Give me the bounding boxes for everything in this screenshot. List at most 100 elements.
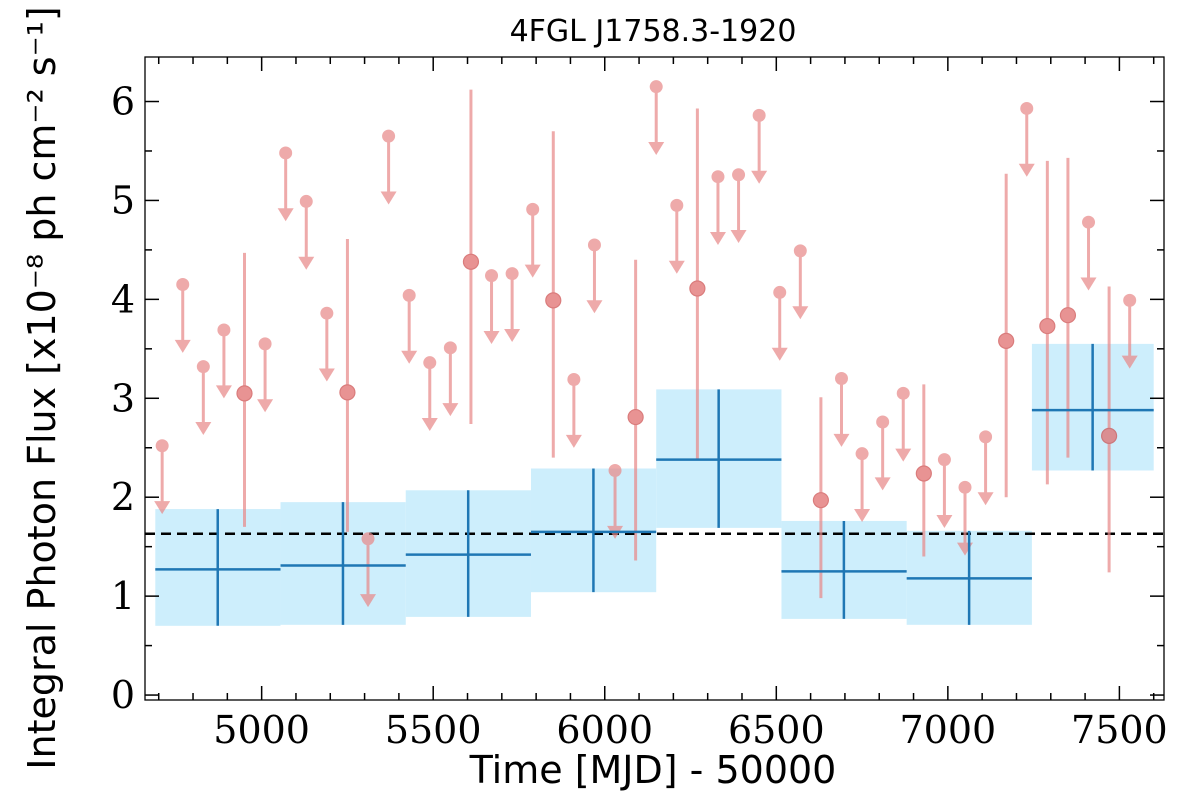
upper-limit-arrowhead [709, 232, 726, 246]
upper-limit-arrowhead [318, 368, 335, 382]
detection-point [462, 253, 480, 270]
upper-limit-point [732, 168, 746, 182]
x-tick-label: 7500 [1071, 708, 1168, 752]
monthly-points [154, 80, 1138, 608]
upper-limit-point [1082, 215, 1096, 229]
upper-limit-arrowhead [401, 350, 418, 364]
upper-limit-marker [215, 323, 232, 399]
yearly-bin-cross [781, 520, 907, 619]
upper-limit-point [423, 356, 437, 370]
upper-limit-point [1020, 101, 1034, 115]
upper-limit-marker [895, 386, 912, 462]
upper-limit-arrowhead [565, 434, 582, 448]
x-tick-label: 6000 [556, 708, 653, 752]
upper-limit-marker [504, 267, 521, 342]
upper-limit-arrowhead [277, 208, 294, 222]
yearly-bin-cross [656, 389, 782, 528]
upper-limit-arrowhead [174, 339, 191, 353]
detection-point [236, 385, 253, 402]
upper-limit-point [608, 463, 622, 477]
detection-marker [545, 131, 562, 458]
upper-limit-arrowhead [195, 421, 212, 435]
upper-limit-point [155, 439, 169, 453]
upper-limit-arrowhead [442, 403, 459, 417]
yearly-bin-cross [906, 530, 1032, 625]
upper-limit-arrowhead [1121, 355, 1138, 369]
detection-point [339, 384, 356, 401]
detection-marker [812, 397, 830, 599]
upper-limit-point [443, 341, 457, 355]
upper-limit-arrowhead [751, 170, 768, 184]
y-tick-label: 4 [111, 277, 135, 321]
x-tick-label: 5000 [213, 708, 310, 752]
upper-limit-marker [751, 108, 768, 184]
upper-limit-arrowhead [154, 501, 171, 515]
upper-limit-arrowhead [792, 306, 809, 320]
upper-limit-arrowhead [215, 385, 232, 399]
yearly-bin-boxes [155, 343, 1154, 626]
x-tick-label: 7000 [899, 708, 996, 752]
upper-limit-marker [174, 278, 191, 353]
upper-limit-point [649, 80, 663, 94]
x-tick-label: 5500 [385, 708, 482, 752]
upper-limit-point [505, 267, 519, 281]
upper-limit-point [587, 238, 601, 252]
y-axis-label: Integral Photon Flux [x10⁻⁸ ph cm⁻² s⁻¹] [20, 6, 64, 769]
upper-limit-marker [936, 453, 953, 528]
upper-limit-arrowhead [854, 509, 871, 523]
upper-limit-marker [401, 288, 418, 364]
y-tick-label: 1 [111, 574, 135, 618]
upper-limit-marker [586, 238, 603, 314]
upper-limit-marker [874, 415, 891, 491]
upper-limit-marker [298, 194, 315, 270]
upper-limit-point [876, 415, 890, 429]
y-tick-label: 2 [111, 475, 135, 519]
upper-limit-marker [1121, 293, 1138, 369]
upper-limit-point [752, 108, 766, 122]
upper-limit-arrowhead [483, 330, 500, 344]
upper-limit-point [402, 288, 416, 302]
yearly-bin-cross [155, 509, 281, 626]
detection-marker [627, 259, 644, 561]
detection-point [812, 492, 830, 509]
upper-limit-point [217, 323, 231, 337]
yearly-bin-cross [280, 502, 406, 625]
upper-limit-point [526, 202, 540, 216]
yearly-bin-cross [1031, 343, 1154, 471]
upper-limit-point [196, 360, 210, 374]
detection-point [545, 292, 562, 309]
x-tick-label: 6500 [728, 708, 825, 752]
upper-limit-point [793, 244, 807, 258]
upper-limit-point [567, 372, 581, 386]
upper-limit-marker [195, 360, 212, 435]
detection-point [689, 280, 706, 297]
upper-limit-point [958, 480, 972, 494]
y-tick-label: 3 [111, 376, 135, 420]
yearly-bin-markers [155, 343, 1154, 626]
upper-limit-point [855, 447, 869, 461]
upper-limit-point [937, 453, 951, 467]
axes: 5000 5500 6000 6500 7000 7500 0 1 2 3 4 5 6 [111, 56, 1168, 752]
upper-limit-arrowhead [360, 594, 377, 608]
upper-limit-marker [648, 80, 665, 156]
upper-limit-marker [565, 372, 582, 448]
detection-marker [915, 384, 932, 557]
upper-limit-arrowhead [977, 492, 994, 506]
detection-marker [689, 108, 706, 459]
detection-marker [1101, 286, 1118, 573]
upper-limit-arrowhead [648, 142, 665, 156]
upper-limit-arrowhead [298, 256, 315, 270]
upper-limit-marker [277, 146, 294, 222]
detection-marker [462, 89, 480, 425]
detection-point [1101, 427, 1118, 444]
upper-limit-arrowhead [586, 300, 603, 314]
chart-title: 4FGL J1758.3-1920 [510, 14, 797, 49]
upper-limit-arrowhead [257, 399, 274, 413]
upper-limit-marker [1080, 215, 1097, 291]
detection-point [1059, 307, 1077, 324]
x-axis-label: Time [MJD] - 50000 [469, 748, 837, 792]
upper-limit-point [320, 306, 334, 320]
upper-limit-point [176, 278, 190, 292]
detection-point [1039, 317, 1056, 335]
